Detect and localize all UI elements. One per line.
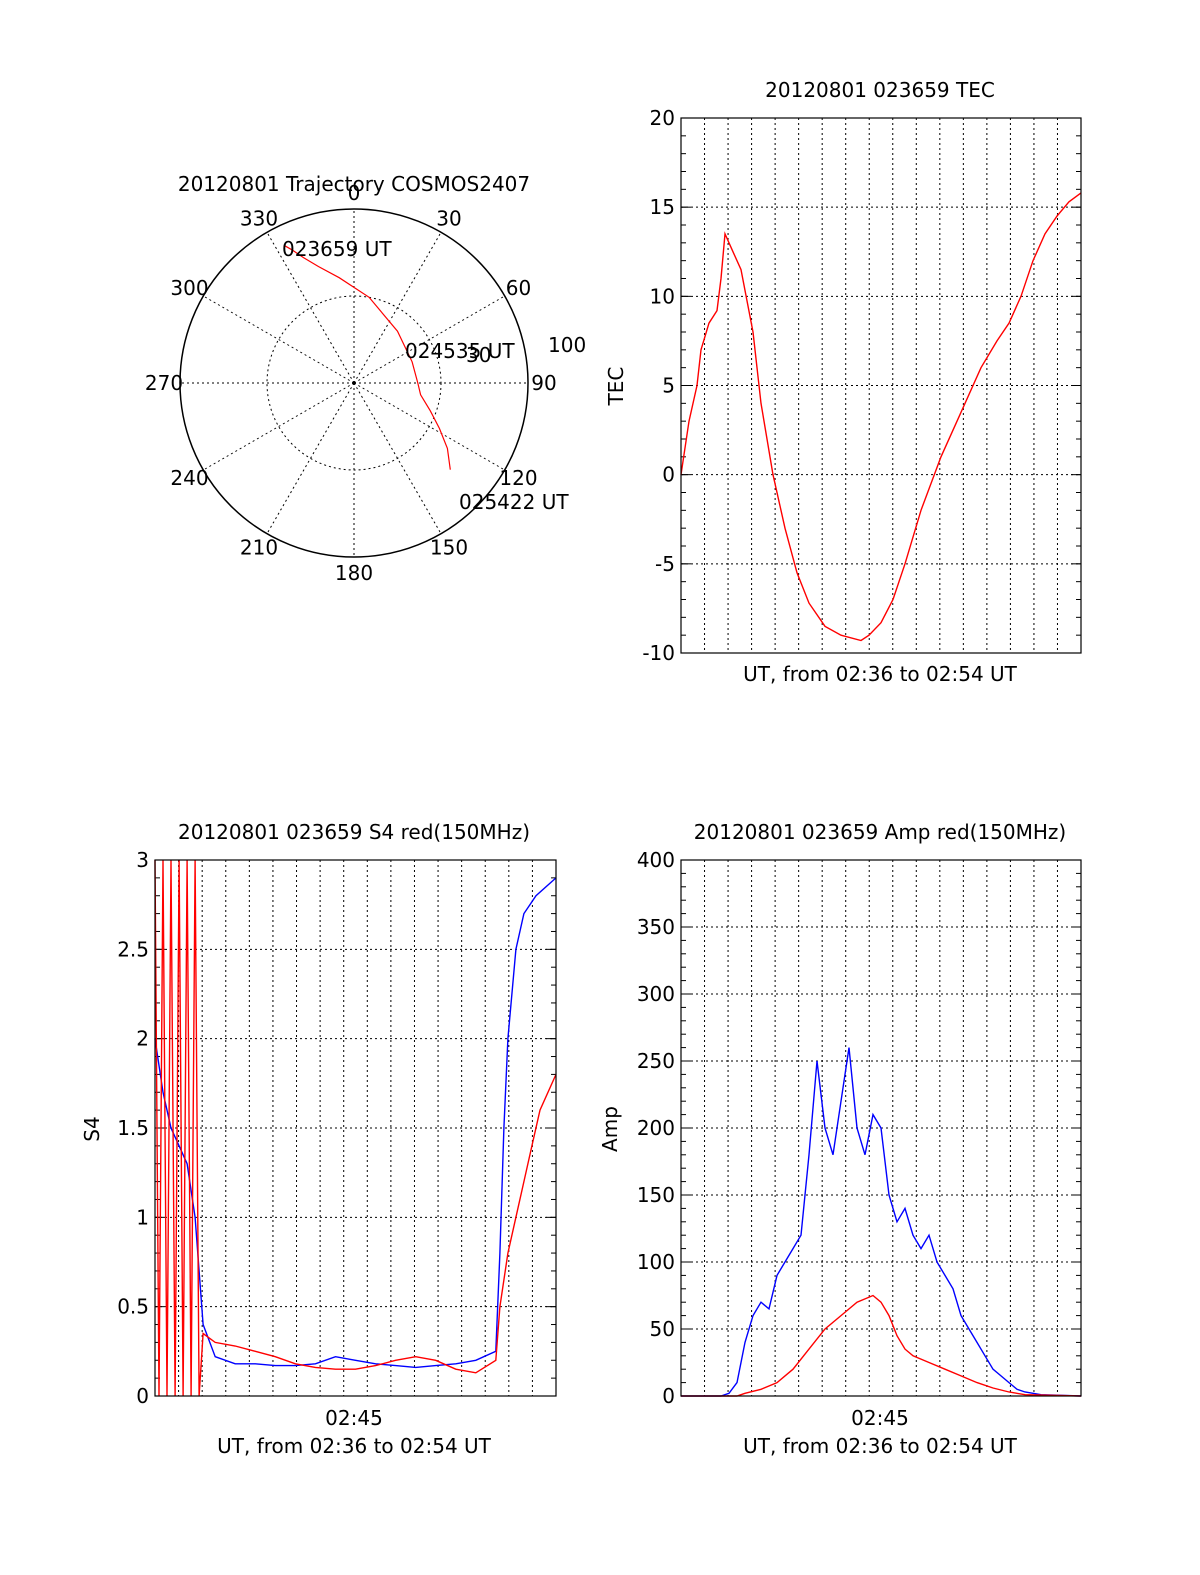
polar-azimuth-label: 150 — [430, 536, 468, 560]
y-tick-label: 100 — [637, 1250, 675, 1274]
y-tick-label: 10 — [650, 284, 675, 308]
series-line-0 — [154, 877, 557, 1369]
amp-xtick-label: 02:45 — [851, 1406, 909, 1430]
polar-spoke — [266, 232, 355, 384]
polar-radial-label-100: 100 — [548, 333, 586, 357]
series-line-1 — [681, 1294, 1082, 1397]
polar-azimuth-label: 180 — [335, 561, 373, 585]
y-tick-label: 0 — [136, 1384, 149, 1408]
y-tick-label: 200 — [637, 1116, 675, 1140]
y-tick-label: 15 — [650, 195, 675, 219]
s4-plot: 20120801 023659 S4 red(150MHz) 02:45 UT,… — [80, 820, 557, 1458]
y-tick-label: 250 — [637, 1049, 675, 1073]
polar-azimuth-label: 0 — [348, 181, 361, 205]
polar-grid — [179, 208, 529, 558]
polar-spoke — [266, 382, 355, 534]
y-tick-label: 300 — [637, 982, 675, 1006]
y-tick-label: 0 — [662, 463, 675, 487]
s4-xlabel: UT, from 02:36 to 02:54 UT — [217, 1434, 492, 1458]
end-time-label: 025422 UT — [459, 490, 569, 514]
polar-spoke — [353, 382, 505, 471]
s4-ylabel: S4 — [80, 1116, 104, 1141]
polar-azimuth-label: 60 — [506, 276, 531, 300]
polar-title: 20120801 Trajectory COSMOS2407 — [178, 172, 530, 196]
y-tick-label: -5 — [655, 552, 675, 576]
s4-title: 20120801 023659 S4 red(150MHz) — [178, 820, 530, 844]
tec-plot: 20120801 023659 TEC UT, from 02:36 to 02… — [604, 78, 1082, 686]
plot-frame — [154, 859, 557, 1397]
y-tick-label: 50 — [650, 1317, 675, 1341]
polar-azimuth-label: 120 — [499, 466, 537, 490]
y-tick-label: 150 — [637, 1183, 675, 1207]
series-line-1 — [154, 859, 557, 1397]
tec-ylabel: TEC — [604, 367, 628, 407]
polar-radial-label-30: 30 — [466, 343, 491, 367]
y-tick-label: -10 — [642, 641, 675, 665]
y-tick-label: 3 — [136, 848, 149, 872]
amp-plot: 20120801 023659 Amp red(150MHz) 02:45 UT… — [598, 820, 1082, 1458]
y-tick-label: 1 — [136, 1205, 149, 1229]
amp-xlabel: UT, from 02:36 to 02:54 UT — [743, 1434, 1018, 1458]
tec-xlabel: UT, from 02:36 to 02:54 UT — [743, 662, 1018, 686]
polar-azimuth-label: 300 — [170, 276, 208, 300]
y-tick-label: 350 — [637, 915, 675, 939]
series-line-0 — [681, 1047, 1082, 1397]
polar-azimuth-label: 210 — [240, 536, 278, 560]
amp-title: 20120801 023659 Amp red(150MHz) — [694, 820, 1066, 844]
polar-spoke — [203, 295, 355, 384]
y-tick-label: 1.5 — [117, 1116, 149, 1140]
polar-spoke — [203, 382, 355, 471]
y-tick-label: 2.5 — [117, 937, 149, 961]
polar-spoke — [353, 232, 442, 384]
amp-ylabel: Amp — [598, 1106, 622, 1152]
y-tick-label: 5 — [662, 374, 675, 398]
polar-trajectory-plot: 20120801 Trajectory COSMOS2407 0 30 60 90 12… — [145, 172, 586, 585]
y-tick-label: 2 — [136, 1027, 149, 1051]
polar-spoke — [353, 295, 505, 384]
polar-azimuth-label: 330 — [240, 207, 278, 231]
start-time-label: 023659 UT — [282, 237, 392, 261]
polar-azimuth-label: 90 — [531, 371, 556, 395]
polar-azimuth-label: 30 — [436, 207, 461, 231]
polar-azimuth-labels: 0 30 60 90 120 150 180 210 240 270 300 330 — [145, 181, 557, 585]
y-tick-label: 20 — [650, 106, 675, 130]
polar-spoke — [353, 382, 442, 534]
y-tick-label: 0 — [662, 1384, 675, 1408]
trajectory-line — [283, 244, 451, 470]
s4-xtick-label: 02:45 — [325, 1406, 383, 1430]
polar-azimuth-label: 240 — [170, 466, 208, 490]
y-tick-label: 400 — [637, 848, 675, 872]
tec-title: 20120801 023659 TEC — [765, 78, 995, 102]
polar-outer-circle — [179, 208, 529, 558]
plot-frame — [680, 117, 1082, 654]
mid-time-label: 024535 UT — [405, 339, 515, 363]
y-tick-label: 0.5 — [117, 1295, 149, 1319]
polar-azimuth-label: 270 — [145, 371, 183, 395]
plot-frame — [680, 859, 1082, 1397]
series-line-0 — [680, 192, 1082, 642]
